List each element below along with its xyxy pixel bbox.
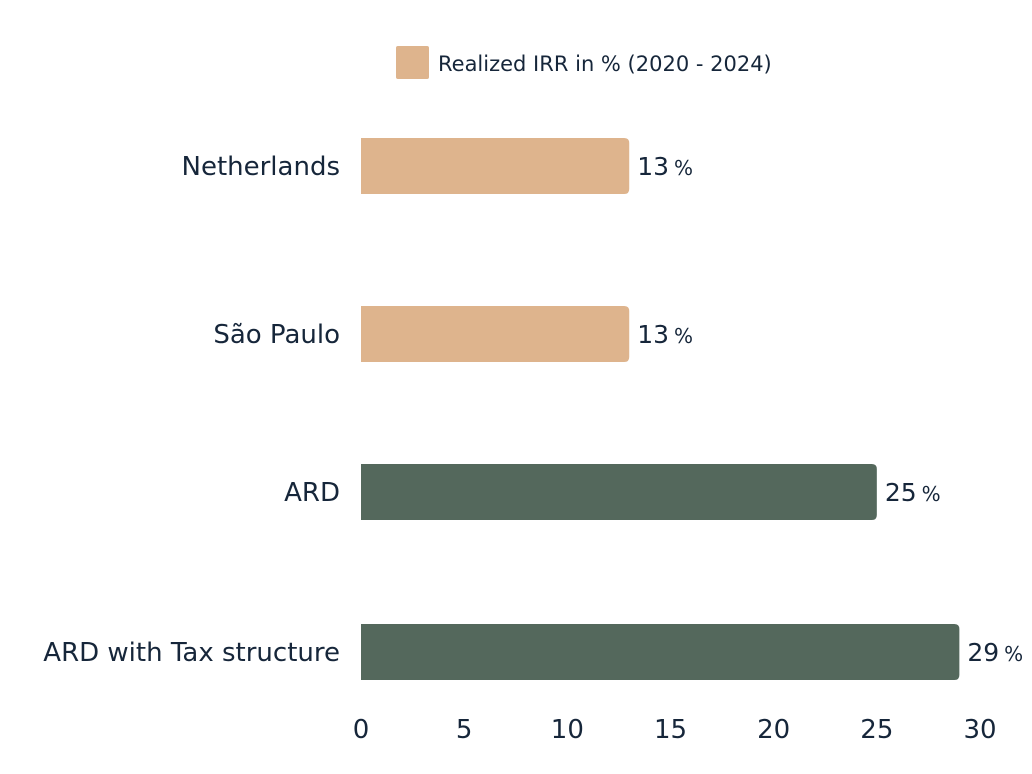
x-tick-label: 25 <box>860 715 893 745</box>
category-label: São Paulo <box>213 320 340 350</box>
x-tick-label: 5 <box>456 715 473 745</box>
value-unit: % <box>922 482 941 506</box>
x-tick-label: 15 <box>654 715 687 745</box>
value-number: 13 <box>637 152 669 181</box>
value-labels: 13 %13 %25 %29% <box>637 152 1023 667</box>
bar-0 <box>361 138 630 194</box>
legend-label: Realized IRR in % (2020 - 2024) <box>438 52 772 76</box>
chart-legend: Realized IRR in % (2020 - 2024) <box>396 46 772 79</box>
bar-group <box>361 138 960 680</box>
category-labels: Netherlands São Paulo ARD ARD with Tax stru… <box>43 152 340 668</box>
value-label: 29% <box>967 638 1023 667</box>
value-number: 13 <box>637 320 669 349</box>
value-unit: % <box>674 324 693 348</box>
value-number: 25 <box>885 478 917 507</box>
value-number: 29 <box>967 638 999 667</box>
value-label: 13% <box>637 320 693 349</box>
category-label: ARD <box>284 478 340 508</box>
category-label: ARD with Tax structure <box>43 638 340 668</box>
value-unit: % <box>1004 642 1023 666</box>
value-unit: % <box>674 156 693 180</box>
bar-1 <box>361 306 630 362</box>
category-label: Netherlands <box>182 152 341 182</box>
bar-2 <box>361 464 877 520</box>
x-tick-label: 20 <box>757 715 790 745</box>
x-tick-label: 30 <box>963 715 996 745</box>
bar-3 <box>361 624 960 680</box>
x-tick-label: 0 <box>353 715 370 745</box>
value-label: 25% <box>885 478 941 507</box>
x-tick-label: 10 <box>551 715 584 745</box>
legend-swatch <box>396 46 429 79</box>
x-axis-ticks: 0 5 10 15 20 25 30 <box>353 715 997 745</box>
value-label: 13% <box>637 152 693 181</box>
